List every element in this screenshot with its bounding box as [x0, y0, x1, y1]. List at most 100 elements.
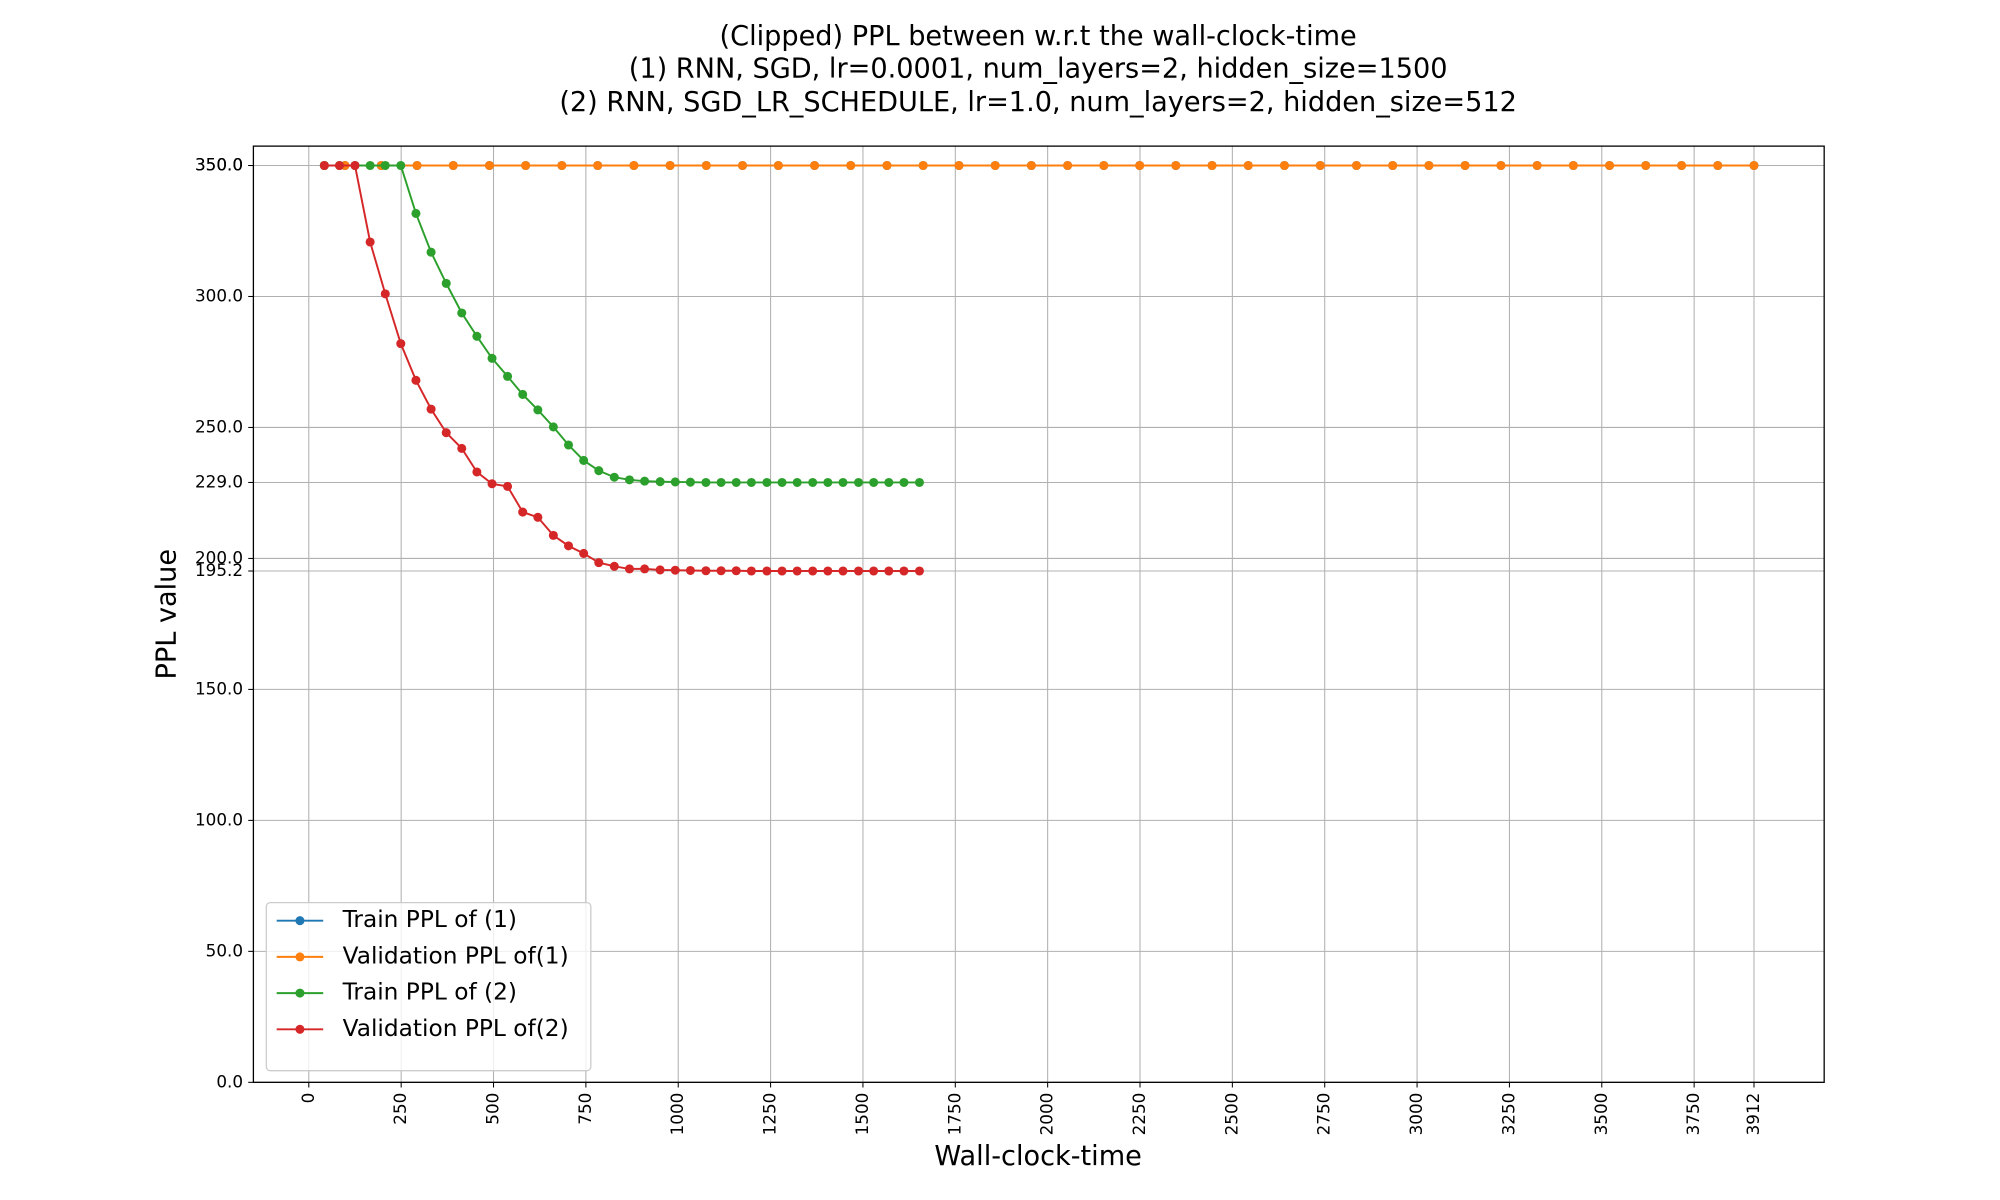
plot-frame: [252, 145, 1825, 1083]
data-point: [640, 564, 650, 574]
data-point: [1677, 160, 1687, 171]
data-point: [1424, 160, 1434, 171]
y-tick-label: 229.0: [195, 471, 243, 491]
chart-subtitle: (1) RNN, SGD, lr=0.0001, num_layers=2, h…: [629, 53, 1448, 84]
data-point: [716, 477, 726, 487]
data-point: [746, 477, 756, 487]
x-tick-label: 2500: [1221, 1093, 1241, 1136]
data-point: [882, 160, 892, 171]
data-point: [685, 565, 695, 576]
data-point: [777, 566, 787, 576]
data-point: [1532, 160, 1542, 171]
x-tick-label: 3750: [1683, 1093, 1703, 1136]
legend-box: [265, 901, 592, 1072]
data-point: [731, 566, 741, 576]
data-point: [457, 308, 467, 318]
y-tick-label: 350.0: [195, 155, 243, 175]
data-point: [593, 160, 603, 171]
data-point: [1460, 160, 1470, 171]
data-point: [548, 530, 558, 540]
data-point: [1388, 160, 1398, 171]
data-point: [1351, 160, 1362, 171]
data-point: [777, 477, 787, 487]
x-tick-label: 3500: [1591, 1093, 1611, 1136]
data-point: [594, 466, 604, 476]
data-point: [914, 477, 924, 487]
x-tick-label: 1500: [852, 1093, 872, 1136]
data-point: [411, 208, 421, 218]
data-point: [808, 566, 818, 576]
legend-label: Train PPL of (1): [342, 906, 517, 933]
data-point: [1279, 160, 1289, 171]
data-point: [655, 477, 665, 487]
y-tick-label: 195.2: [195, 560, 243, 580]
data-point: [914, 566, 924, 576]
data-point: [1135, 160, 1145, 171]
x-tick-label: 3000: [1406, 1093, 1426, 1136]
data-point: [594, 558, 604, 568]
data-point: [846, 160, 856, 171]
x-tick-label: 0: [298, 1093, 318, 1104]
data-point: [457, 443, 467, 453]
data-point: [808, 477, 818, 487]
data-point: [396, 160, 406, 171]
y-axis-label: PPL value: [152, 549, 183, 680]
data-point: [1713, 160, 1723, 171]
data-point: [954, 160, 964, 171]
data-point: [737, 160, 748, 171]
data-point: [869, 477, 879, 487]
x-tick-label: 2000: [1037, 1093, 1057, 1136]
data-point: [838, 566, 848, 576]
data-point: [426, 247, 436, 257]
data-point: [521, 160, 531, 171]
data-point: [899, 566, 909, 576]
data-point: [990, 160, 1000, 171]
data-point: [655, 565, 665, 575]
data-point: [380, 289, 390, 299]
data-point: [665, 160, 675, 171]
data-point: [701, 566, 711, 576]
x-axis-label: Wall-clock-time: [934, 1141, 1141, 1172]
data-point: [319, 160, 329, 171]
data-point: [773, 160, 783, 171]
data-point: [557, 160, 567, 171]
data-point: [1568, 160, 1578, 171]
data-point: [365, 237, 375, 247]
chart-title: (Clipped) PPL between w.r.t the wall-clo…: [720, 21, 1357, 52]
data-point: [810, 160, 820, 171]
data-point: [762, 566, 772, 576]
data-point: [1641, 160, 1651, 171]
legend-marker: [295, 952, 305, 962]
data-point: [441, 428, 451, 438]
legend-marker: [295, 988, 305, 998]
y-tick-label: 200.0: [195, 547, 243, 567]
legend-label: Train PPL of (2): [342, 979, 517, 1006]
data-point: [533, 405, 543, 415]
data-point: [411, 375, 421, 385]
x-tick-label: 2250: [1129, 1093, 1149, 1136]
data-point: [624, 475, 634, 485]
data-point: [853, 477, 864, 487]
data-point: [640, 476, 650, 486]
data-point: [334, 160, 344, 171]
x-tick-label: 1250: [760, 1093, 780, 1136]
data-point: [823, 477, 833, 487]
data-point: [609, 561, 619, 571]
data-point: [1026, 160, 1036, 171]
data-point: [412, 160, 422, 171]
data-point: [731, 477, 741, 487]
data-point: [472, 467, 482, 477]
legend-label: Validation PPL of(1): [343, 942, 569, 969]
data-point: [1171, 160, 1181, 171]
series-line: [324, 164, 920, 572]
data-point: [503, 371, 513, 381]
data-point: [629, 160, 639, 171]
data-point: [365, 160, 375, 171]
data-point: [518, 507, 528, 517]
x-tick-label: 3250: [1498, 1093, 1518, 1136]
data-point: [609, 472, 619, 482]
x-tick-label: 2750: [1314, 1093, 1334, 1136]
data-point: [380, 160, 390, 171]
legend-marker: [295, 1024, 305, 1034]
x-tick-label: 750: [575, 1093, 595, 1125]
